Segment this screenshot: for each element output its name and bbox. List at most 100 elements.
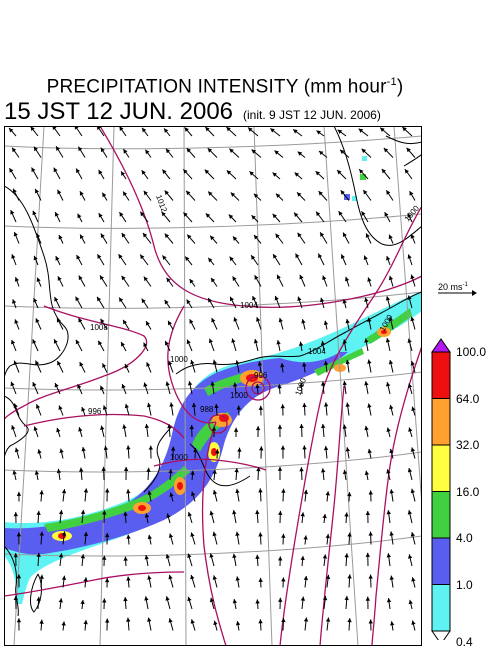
wind-vector-head: [168, 618, 173, 623]
wind-vector-head: [9, 127, 14, 133]
wind-vector-head: [322, 275, 327, 281]
longitude-line: [393, 126, 422, 507]
wind-vector-head: [248, 127, 253, 132]
wind-vector-head: [258, 532, 263, 537]
wind-vector-head: [410, 234, 415, 239]
reference-vector-label: 20 ms-1: [438, 282, 468, 292]
wind-vector-head: [256, 317, 261, 322]
wind-vector-head: [185, 256, 190, 262]
wind-vector-head: [212, 359, 217, 365]
wind-vector-head: [119, 297, 124, 303]
wind-vector-head: [99, 275, 104, 280]
wind-vector-head: [342, 299, 347, 304]
title-text: PRECIPITATION INTENSITY (mm hour: [46, 76, 387, 98]
wind-vector-head: [78, 146, 83, 152]
precipitation-layer: [4, 156, 422, 604]
wind-vector-head: [208, 338, 213, 344]
wind-vector-head: [13, 512, 19, 517]
wind-vector-head: [367, 403, 372, 408]
wind-vector-head: [274, 150, 279, 155]
wind-vector-head: [323, 320, 329, 326]
wind-vector-head: [300, 555, 305, 561]
wind-vector-head: [39, 490, 44, 495]
precipitation-map: 1012 1008 1004 1000 996 1000 1000 1000 1…: [4, 126, 422, 646]
wind-vector-head: [226, 170, 232, 175]
wind-vector-head: [143, 276, 148, 282]
wind-vector-head: [53, 339, 58, 344]
reference-vector-text: 20 ms: [438, 282, 463, 292]
wind-vector-head: [100, 318, 105, 324]
wind-vector-head: [165, 596, 170, 601]
wind-vector-head: [364, 381, 369, 386]
wind-vector-head: [143, 382, 148, 387]
wind-vector-head: [83, 488, 89, 493]
wind-vector-head: [385, 296, 391, 301]
wind-vector-head: [299, 423, 304, 429]
wind-vector-head: [410, 447, 416, 452]
wind-vector-head: [168, 533, 174, 538]
wind-vector-head: [303, 575, 309, 581]
contour-label: 1004: [240, 301, 258, 310]
rainband-moderate: [4, 352, 348, 555]
wind-vector-head: [164, 299, 169, 305]
wind-vector-head: [231, 338, 236, 343]
wind-vector-head: [363, 255, 368, 261]
wind-vector-head: [278, 597, 283, 602]
wind-vector-head: [57, 360, 62, 366]
wind-vector-head: [13, 403, 18, 408]
wind-vector-head: [33, 297, 38, 303]
wind-vector-head: [364, 338, 369, 343]
wind-vector-head: [303, 617, 309, 622]
wind-vector-head: [100, 233, 105, 239]
wind-vector-head: [79, 191, 84, 196]
valid-datetime: 15 JST 12 JUN. 2006: [4, 98, 234, 125]
wind-vector-head: [148, 445, 154, 450]
wind-vector-head: [169, 402, 174, 407]
wind-vector-head: [257, 361, 263, 366]
wind-vector-head: [207, 148, 213, 153]
wind-vector-head: [168, 320, 172, 326]
wind-vector-head: [318, 150, 324, 156]
isobar: [99, 126, 422, 308]
wind-vector-head: [258, 577, 263, 583]
wind-vector-head: [254, 275, 259, 280]
wind-vector-head: [299, 382, 304, 387]
rain-speck: [360, 174, 366, 180]
isobar: [153, 458, 267, 471]
wind-vector-head: [272, 172, 278, 177]
wind-vector-head: [35, 404, 41, 409]
wind-vector-head: [146, 362, 151, 367]
wind-vector-head: [77, 213, 82, 219]
wind-vector-head: [232, 510, 237, 515]
wind-vector-head: [124, 403, 130, 409]
wind-vector-head: [144, 596, 149, 601]
wind-vector-head: [299, 467, 304, 472]
wind-vector-head: [254, 235, 259, 240]
wind-vector-head: [144, 555, 149, 560]
wind-vector-head: [234, 468, 239, 473]
rain-cell: [177, 482, 183, 490]
wind-vector-head: [384, 212, 389, 217]
wind-vector-head: [187, 381, 193, 386]
colorbar-segment: [431, 444, 451, 492]
wind-vector-head: [389, 404, 394, 410]
wind-vector-head: [232, 382, 238, 387]
wind-vector-head: [300, 512, 305, 517]
wind-vector-head: [141, 170, 146, 175]
wind-vector-head: [249, 171, 254, 176]
wind-vector-head: [13, 360, 18, 366]
isobar-low: [245, 375, 271, 401]
wind-vector-head: [236, 405, 241, 410]
wind-vector-head: [316, 130, 321, 135]
wind-vector-head: [410, 361, 415, 366]
colorbar-under-triangle: [431, 630, 451, 640]
wind-vector-head: [61, 575, 67, 580]
wind-vector-head: [102, 405, 108, 410]
wind-vector-head: [83, 531, 89, 537]
wind-vector-head: [345, 359, 350, 365]
wind-vector-head: [344, 512, 349, 517]
wind-vector-head: [255, 426, 261, 431]
wind-vector-head: [303, 535, 308, 540]
colorbar-over-triangle: [431, 338, 451, 353]
wind-vector-head: [37, 449, 42, 454]
